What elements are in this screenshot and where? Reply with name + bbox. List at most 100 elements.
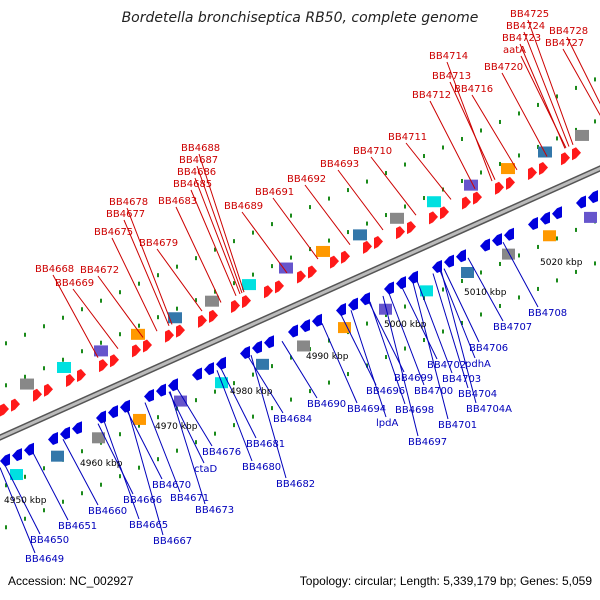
forward-gene bbox=[341, 250, 350, 264]
guide-dot bbox=[81, 449, 83, 454]
guide-dot bbox=[366, 321, 368, 326]
guide-dot bbox=[271, 364, 273, 369]
forward-gene bbox=[44, 383, 53, 397]
guide-dot bbox=[290, 255, 292, 260]
guide-dot bbox=[157, 457, 159, 462]
reverse-gene bbox=[264, 335, 274, 349]
feature-block bbox=[256, 358, 269, 370]
leader-line bbox=[52, 274, 99, 358]
guide-dot bbox=[499, 119, 501, 124]
guide-dot bbox=[423, 196, 425, 201]
guide-dot bbox=[252, 230, 254, 235]
leader-line bbox=[176, 387, 213, 447]
reverse-gene-label: BB4707 bbox=[493, 322, 532, 333]
guide-dot bbox=[62, 357, 64, 362]
guide-dot bbox=[366, 363, 368, 368]
reverse-gene-label: BB4665 bbox=[129, 520, 168, 531]
reverse-gene-label: BB4696 bbox=[366, 386, 405, 397]
guide-dot bbox=[195, 298, 197, 303]
guide-dot bbox=[81, 349, 83, 354]
accession-text: Accession: NC_002927 bbox=[8, 574, 134, 588]
guide-dot bbox=[594, 119, 596, 124]
reverse-gene-label: BB4684 bbox=[273, 414, 312, 425]
kbp-tick-label: 4980 kbp bbox=[230, 387, 273, 397]
leader-line bbox=[156, 248, 203, 312]
guide-dot bbox=[119, 332, 121, 337]
leader-line bbox=[97, 423, 134, 495]
reverse-gene-label: BB4681 bbox=[246, 439, 285, 450]
feature-block bbox=[390, 212, 404, 224]
guide-dot bbox=[575, 269, 577, 274]
guide-dot bbox=[138, 281, 140, 286]
guide-dot bbox=[404, 162, 406, 167]
leader-line bbox=[196, 165, 243, 294]
guide-dot bbox=[480, 170, 482, 175]
guide-dot bbox=[461, 136, 463, 141]
guide-dot bbox=[461, 320, 463, 325]
reverse-gene bbox=[252, 340, 262, 354]
guide-dot bbox=[480, 128, 482, 133]
feature-block bbox=[502, 248, 515, 260]
forward-gene-label: BB4686 bbox=[177, 167, 216, 178]
kbp-tick-label: 5010 kbp bbox=[464, 288, 507, 298]
guide-dot bbox=[404, 346, 406, 351]
forward-gene bbox=[264, 285, 273, 299]
forward-gene bbox=[429, 211, 438, 225]
leader-line bbox=[562, 48, 600, 116]
leader-line bbox=[175, 206, 222, 303]
map-title: Bordetella bronchiseptica RB50, complete… bbox=[122, 10, 479, 26]
guide-dot bbox=[5, 525, 7, 530]
leader-line bbox=[467, 257, 504, 322]
leader-line bbox=[126, 207, 173, 325]
guide-dot bbox=[594, 261, 596, 266]
reverse-gene bbox=[60, 426, 70, 440]
forward-gene-label: BB4713 bbox=[432, 71, 471, 82]
forward-gene bbox=[110, 354, 119, 368]
guide-dot bbox=[43, 324, 45, 329]
feature-block bbox=[10, 469, 23, 481]
forward-gene bbox=[539, 162, 548, 176]
guide-dot bbox=[442, 287, 444, 292]
reverse-gene bbox=[576, 195, 586, 209]
guide-dot bbox=[138, 423, 140, 428]
leader-line bbox=[194, 177, 241, 295]
guide-dot bbox=[81, 307, 83, 312]
forward-gene-label: BB4716 bbox=[454, 84, 493, 95]
reverse-gene bbox=[336, 302, 346, 316]
reverse-gene-label: pdhA bbox=[465, 359, 491, 370]
kbp-tick-label: 4960 kbp bbox=[80, 459, 123, 469]
guide-dot bbox=[271, 222, 273, 227]
forward-gene-label: BB4679 bbox=[139, 238, 178, 249]
guide-dot bbox=[43, 466, 45, 471]
reverse-gene-label: BB4700 bbox=[414, 386, 453, 397]
feature-block bbox=[279, 262, 293, 274]
reverse-gene-label: BB4676 bbox=[202, 447, 241, 458]
forward-gene-label: BB4723 bbox=[502, 33, 541, 44]
reverse-gene-label: BB4650 bbox=[30, 535, 69, 546]
forward-gene bbox=[33, 388, 42, 402]
leader-line bbox=[446, 61, 493, 182]
forward-gene-label: BB4720 bbox=[484, 62, 523, 73]
forward-gene-label: BB4711 bbox=[388, 132, 427, 143]
leader-line bbox=[216, 370, 253, 462]
label-leader-lines bbox=[0, 19, 600, 554]
feature-block bbox=[57, 361, 71, 373]
leader-line bbox=[502, 241, 539, 308]
leader-line bbox=[382, 295, 419, 437]
forward-gene-label: BB4714 bbox=[429, 51, 468, 62]
forward-gene-label: BB4675 bbox=[94, 227, 133, 238]
leader-line bbox=[220, 368, 257, 439]
guide-dot bbox=[157, 315, 159, 320]
leader-line bbox=[304, 184, 351, 246]
guide-dot bbox=[43, 508, 45, 513]
feature-block bbox=[427, 196, 441, 208]
guide-dot bbox=[480, 270, 482, 275]
leader-line bbox=[401, 287, 438, 360]
reverse-gene bbox=[384, 281, 394, 295]
reverse-gene bbox=[540, 211, 550, 225]
reverse-gene bbox=[552, 206, 562, 220]
guide-dot bbox=[157, 415, 159, 420]
feature-block bbox=[575, 129, 589, 141]
guide-dot bbox=[575, 85, 577, 90]
guide-dot bbox=[366, 179, 368, 184]
